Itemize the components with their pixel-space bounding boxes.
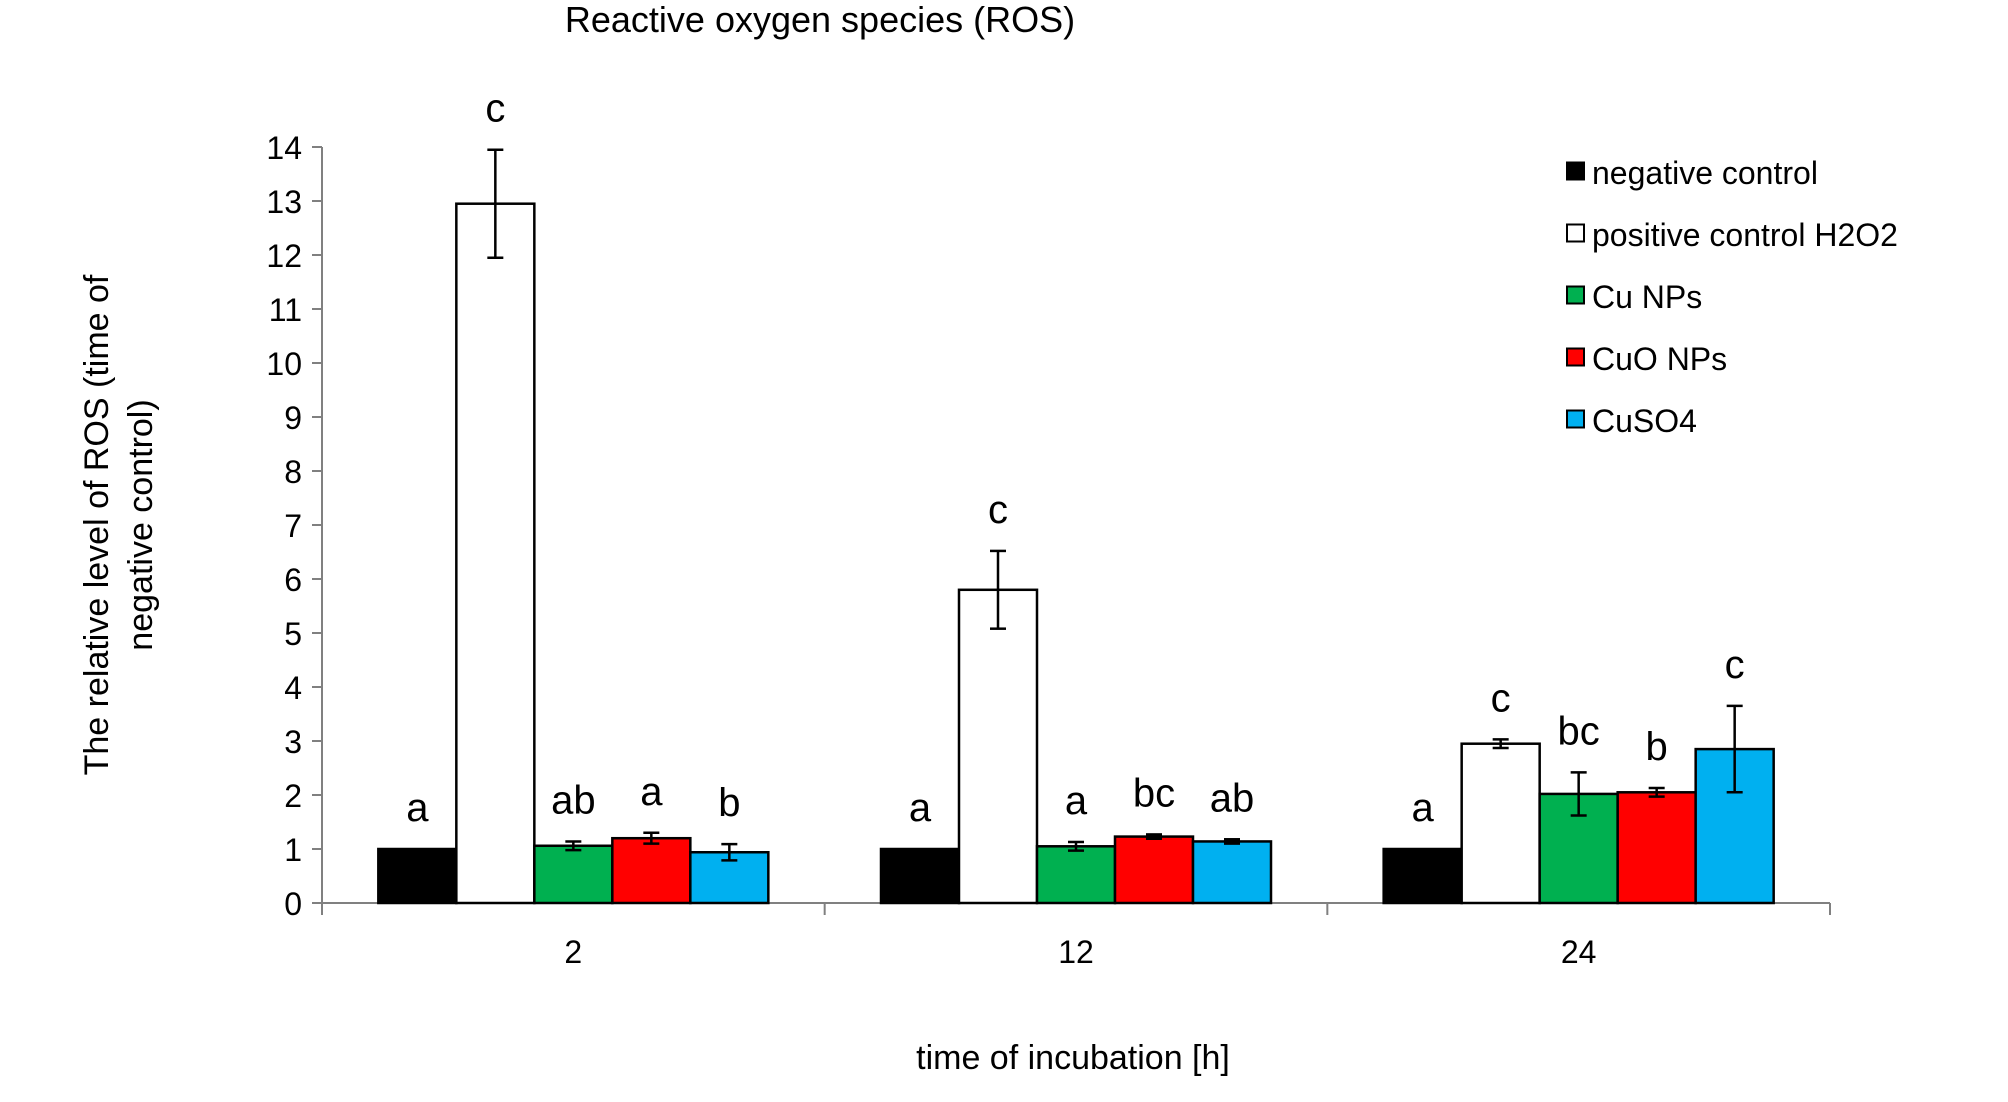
- significance-label: ab: [551, 778, 596, 822]
- significance-label: c: [485, 87, 505, 131]
- legend-entry: Cu NPs: [1592, 279, 1702, 315]
- bar: [1460, 742, 1541, 905]
- bar: [1382, 847, 1463, 905]
- y-tick-label: 14: [266, 130, 302, 166]
- significance-label: bc: [1558, 709, 1600, 753]
- legend-swatch: [1566, 409, 1585, 429]
- y-axis-label: The relative level of ROS (time of negat…: [78, 274, 160, 775]
- bar: [1113, 835, 1195, 905]
- y-tick-label: 2: [284, 778, 302, 814]
- significance-label: a: [1412, 786, 1435, 830]
- legend-entry: negative control: [1592, 155, 1818, 191]
- significance-label: a: [909, 786, 932, 830]
- y-tick-label: 3: [284, 724, 302, 760]
- bar: [1191, 840, 1273, 905]
- legend-swatch: [1566, 347, 1585, 367]
- significance-label: b: [718, 781, 740, 825]
- y-tick-label: 12: [266, 238, 302, 274]
- y-tick-label: 7: [284, 508, 302, 544]
- significance-label: ab: [1210, 776, 1255, 820]
- y-tick-label: 11: [269, 292, 302, 328]
- y-tick-label: 4: [284, 670, 302, 706]
- chart-title: Reactive oxygen species (ROS): [565, 0, 1075, 40]
- bar: [1035, 845, 1117, 905]
- legend-entry: CuSO4: [1592, 403, 1697, 439]
- y-axis-label-line-1: The relative level of ROS (time of: [78, 274, 116, 775]
- x-tick-label: 24: [1561, 934, 1597, 970]
- legend-swatch: [1566, 285, 1585, 305]
- significance-label: b: [1646, 725, 1668, 769]
- y-tick-label: 1: [284, 832, 302, 868]
- significance-label: c: [1725, 643, 1745, 687]
- y-tick-label: 9: [284, 400, 302, 436]
- legend-entry: positive control H2O2: [1592, 217, 1898, 253]
- legend: negative control positive control H2O2 Cu …: [1566, 155, 1898, 439]
- bar: [533, 844, 614, 905]
- x-axis-label: time of incubation [h]: [916, 1039, 1230, 1077]
- legend-entry: CuO NPs: [1592, 341, 1727, 377]
- significance-label: a: [1065, 779, 1088, 823]
- bar: [1616, 791, 1697, 905]
- significance-label: c: [988, 488, 1008, 532]
- legend-swatch: [1566, 161, 1585, 181]
- y-tick-label: 8: [284, 454, 302, 490]
- significance-label: a: [406, 786, 429, 830]
- y-tick-label: 6: [284, 562, 302, 598]
- y-tick-label: 5: [284, 616, 302, 652]
- y-tick-label: 10: [266, 346, 302, 382]
- y-tick-label: 13: [266, 184, 302, 220]
- y-tick-label: 0: [284, 886, 302, 922]
- x-tick-label: 2: [564, 934, 582, 970]
- bar: [611, 836, 692, 905]
- legend-swatch: [1566, 223, 1585, 243]
- bar: [957, 588, 1039, 905]
- bar: [377, 847, 458, 905]
- significance-label: bc: [1133, 771, 1175, 815]
- significance-label: c: [1491, 676, 1511, 720]
- x-tick-label: 12: [1058, 934, 1094, 970]
- bar: [879, 847, 961, 905]
- y-axis-label-line-2: negative control): [122, 399, 160, 650]
- bar: [455, 202, 536, 905]
- significance-label: a: [640, 770, 663, 814]
